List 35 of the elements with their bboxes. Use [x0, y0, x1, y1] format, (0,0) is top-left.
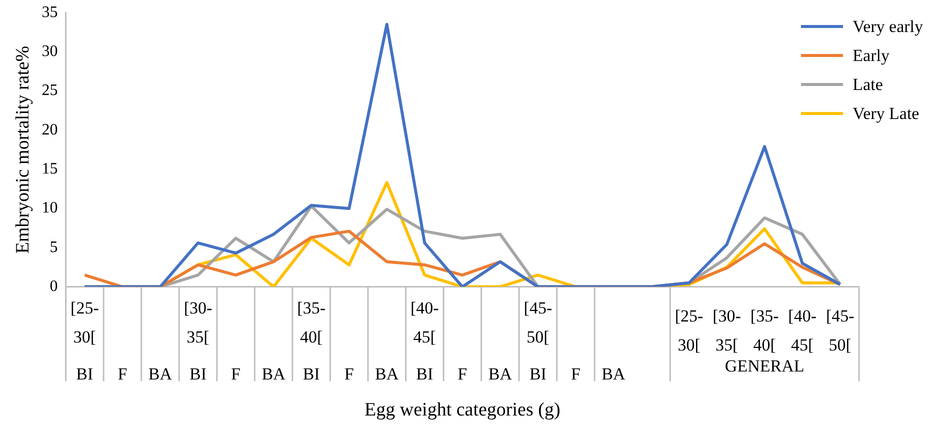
x-tick-label: BA — [262, 364, 286, 384]
legend-label: Very Late — [852, 104, 920, 124]
y-axis-title: Embryonic mortality rate% — [12, 46, 34, 254]
y-tick-label: 0 — [50, 278, 58, 296]
x-tick-label: BI — [416, 364, 434, 384]
x-tick-label: BI — [302, 364, 320, 384]
x-tick-label: F — [344, 364, 354, 384]
x-tick-label: BI — [76, 364, 94, 384]
x-tick-label: [25-30[ — [674, 306, 704, 354]
x-tick-label: BA — [375, 364, 400, 384]
x-tick-label: [30-35[ — [712, 306, 742, 354]
x-tick-label: F — [458, 364, 468, 384]
x-axis-title: Egg weight categories (g) — [364, 400, 560, 421]
x-tick-label: [40-45[ — [788, 306, 817, 354]
legend-label: Early — [852, 46, 890, 66]
x-tick-label: BA — [148, 364, 173, 384]
y-tick-label: 5 — [50, 238, 58, 256]
x-tick-label: F — [570, 364, 580, 384]
x-tick-label: BI — [190, 364, 207, 384]
legend-label: Very early — [852, 16, 923, 36]
x-tick-label: F — [231, 364, 241, 384]
y-tick-label: 20 — [42, 121, 58, 138]
legend-label: Late — [852, 74, 883, 94]
text: GENERAL — [724, 356, 804, 376]
x-tick-label: [45-50[ — [826, 306, 855, 354]
x-tick-label: F — [118, 364, 128, 384]
x-tick-label: [35-40[ — [750, 306, 780, 354]
x-tick-label: BI — [529, 364, 547, 384]
x-tick-label: BA — [488, 364, 513, 384]
y-tick-label: 35 — [42, 4, 58, 21]
y-tick-label: 10 — [42, 200, 58, 217]
y-tick-label: 25 — [42, 82, 58, 100]
x-tick-label: BA — [602, 364, 626, 384]
y-tick-label: 30 — [42, 42, 58, 60]
y-tick-label: 15 — [42, 160, 58, 178]
